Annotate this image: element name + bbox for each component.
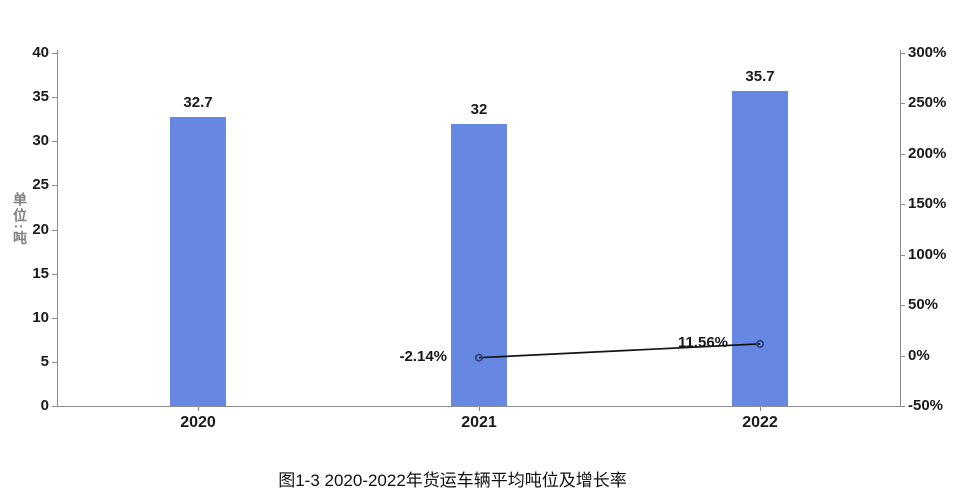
y-axis-left-tick (52, 53, 57, 54)
y-axis-right-tick (900, 204, 905, 206)
y-axis-left-tick (52, 141, 57, 143)
y-axis-right-tick-label: 250% (908, 94, 947, 112)
line-value-label: 11.56% (677, 333, 728, 351)
y-axis-right-tick-label: 100% (908, 245, 947, 263)
y-axis-left-tick (52, 273, 57, 275)
y-axis-left-tick (52, 185, 57, 187)
y-axis-left-tick-label: 5 (40, 352, 49, 370)
y-axis-right-tick-label: 50% (908, 296, 939, 314)
y-axis-right-tick (900, 355, 905, 357)
y-axis-left-tick-label: 10 (32, 308, 49, 326)
y-axis-left-tick-label: 0 (40, 397, 49, 414)
x-axis-tick (198, 406, 199, 411)
y-axis-right-tick (900, 406, 905, 407)
x-axis-tick (479, 406, 480, 411)
y-axis-left-tick-label: 15 (32, 264, 49, 282)
y-axis-left-tick (52, 406, 57, 407)
y-axis-left-tick-label: 35 (32, 88, 49, 106)
line-value-label: -2.14% (399, 347, 447, 365)
y-axis-right-tick (900, 53, 905, 54)
bar-2021 (451, 123, 507, 406)
chart-title: 图1-3 2020-2022年货运车辆平均吨位及增长率 (278, 471, 627, 490)
y-axis-right-tick-label: 200% (908, 144, 947, 162)
bar-2022 (732, 90, 788, 406)
bar-value-label: 35.7 (745, 67, 775, 85)
x-axis-tick (760, 406, 761, 411)
left-axis-unit-label: 单位:吨 (12, 192, 28, 247)
y-axis-right-tick-label: 150% (908, 195, 947, 213)
bar-value-label: 32.7 (183, 94, 213, 112)
bar-value-label: 32 (470, 100, 488, 118)
y-axis-left-tick-label: 40 (32, 44, 49, 61)
bar-2020 (170, 117, 226, 406)
y-axis-right-tick (900, 305, 905, 307)
y-axis-left-tick-label: 20 (32, 220, 49, 238)
y-axis-left-tick (52, 317, 57, 319)
y-axis-left (57, 50, 58, 406)
y-axis-right-tick-label: 0% (908, 346, 930, 364)
y-axis-left-tick (52, 229, 57, 231)
y-axis-right-tick (900, 153, 905, 155)
y-axis-right-tick (900, 103, 905, 105)
x-axis-label: 2022 (742, 414, 778, 431)
y-axis-right (900, 50, 901, 406)
y-axis-left-tick-label: 30 (32, 132, 49, 150)
y-axis-right-tick-label: -50% (908, 397, 944, 414)
x-axis-label: 2021 (461, 414, 497, 431)
x-axis-label: 2020 (180, 414, 216, 431)
y-axis-right-tick-label: 300% (908, 44, 947, 61)
y-axis-left-tick-label: 25 (32, 176, 49, 194)
y-axis-left-tick (52, 361, 57, 363)
y-axis-left-tick (52, 97, 57, 99)
y-axis-right-tick (900, 254, 905, 256)
